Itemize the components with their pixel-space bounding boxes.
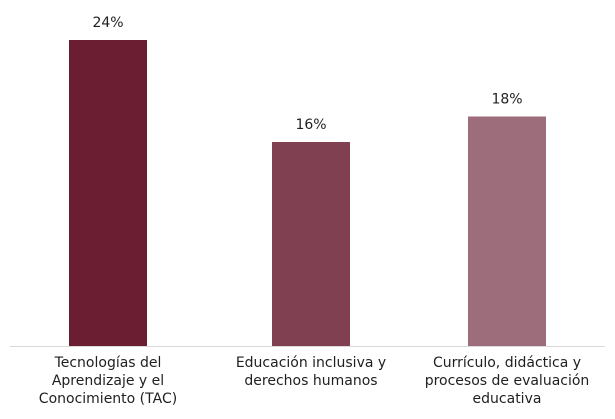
category-label-1: Tecnologías del Aprendizaje y el Conocim… xyxy=(38,355,178,407)
category-label-3: Currículo, didáctica y procesos de evalu… xyxy=(424,355,590,407)
bar-1 xyxy=(69,40,147,346)
category-label-2: Educación inclusiva y derechos humanos xyxy=(235,355,387,389)
bar-2 xyxy=(272,142,350,346)
data-label-2: 16% xyxy=(295,117,326,133)
data-label-1: 24% xyxy=(92,15,123,31)
data-label-3: 18% xyxy=(491,92,522,108)
bar-3 xyxy=(468,116,546,346)
